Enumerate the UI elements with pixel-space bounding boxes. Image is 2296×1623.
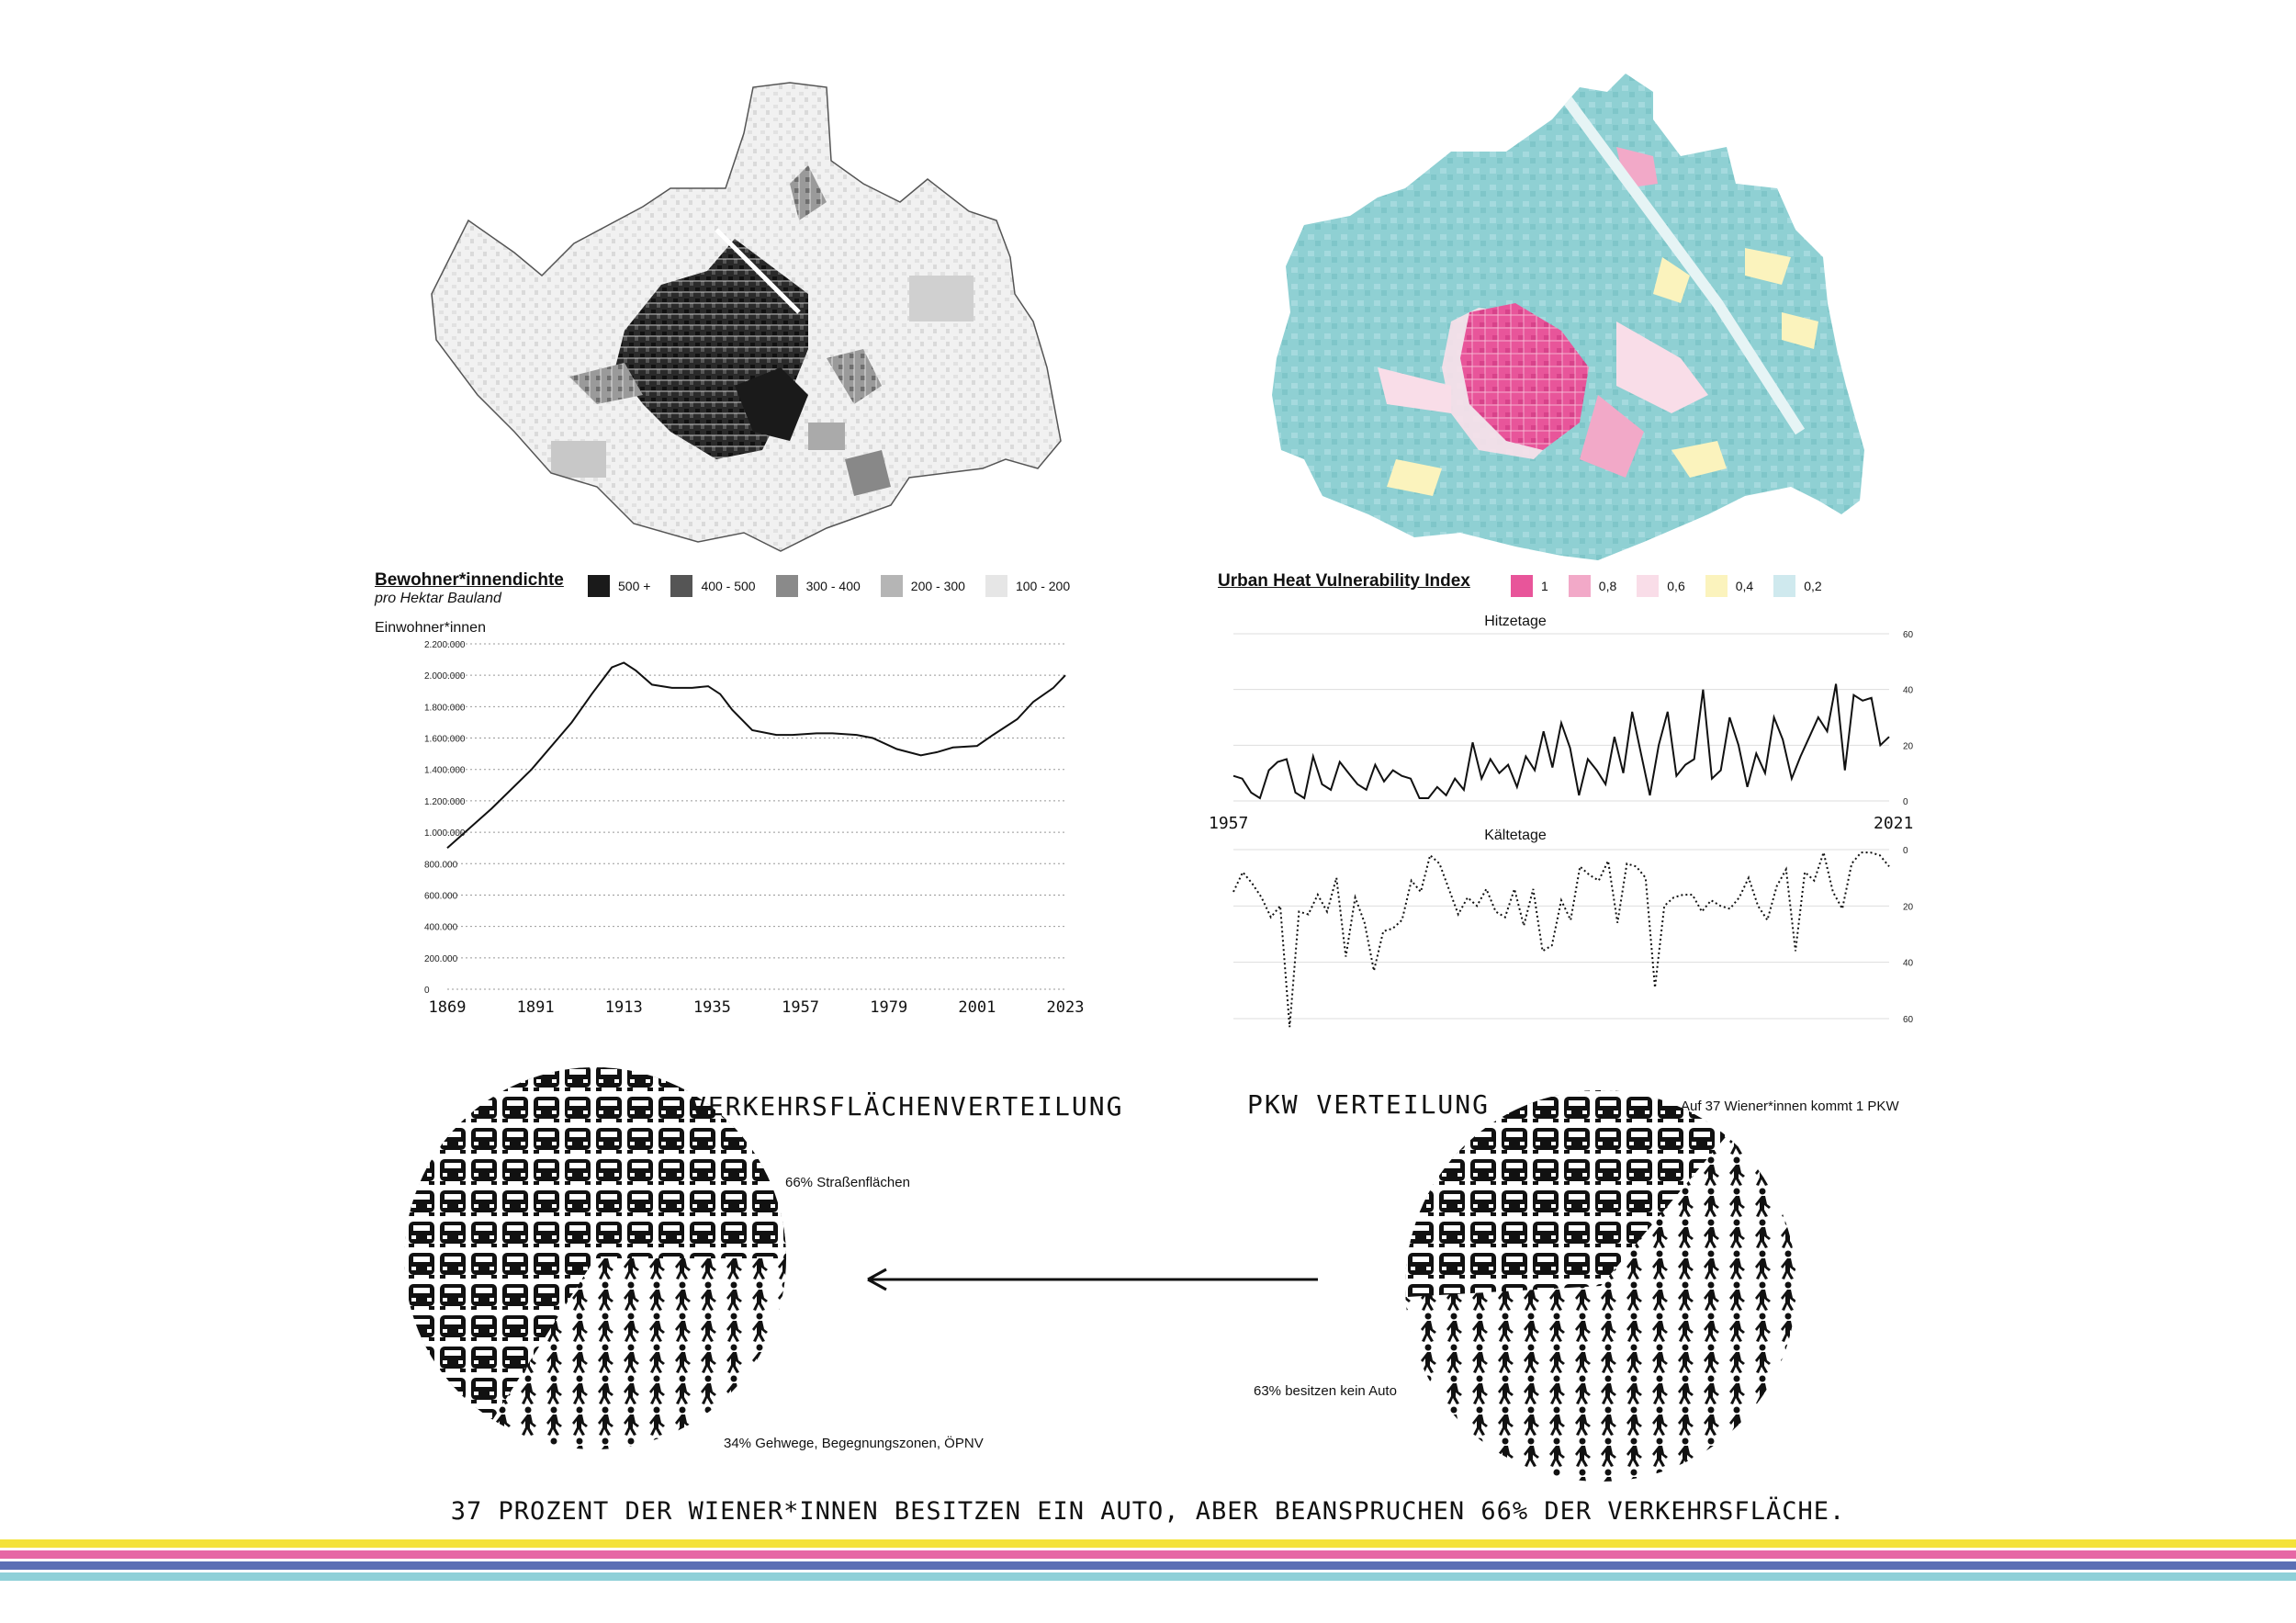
uhvi-legend-swatch [1637,575,1660,597]
pie1-label-gehwege: 34% Gehwege, Begegnungszonen, ÖPNV [724,1436,984,1451]
density-legend-swatch [880,575,903,597]
hitzetage-y-tick: 0 [1903,797,1908,807]
population-x-tick: 1935 [693,998,731,1017]
population-x-tick: 1957 [782,998,819,1017]
population-y-tick: 2.000.000 [424,671,466,682]
pie2-annotation: Auf 37 Wiener*innen kommt 1 PKW [1681,1099,1899,1114]
uhvi-legend-item: 0,8 [1568,575,1617,597]
uhvi-legend-swatch [1705,575,1728,597]
kaeltetage-chart: 0 20 40 60 [1232,846,1914,1028]
density-legend-label: 100 - 200 [1015,579,1071,593]
density-legend-item: 500 + [588,575,650,597]
population-y-tick: 1.000.000 [424,828,466,839]
population-y-tick: 800.000 [424,860,458,870]
uhvi-legend-item: 1 [1511,575,1548,597]
density-legend-title: Bewohner*innendichte [375,570,564,590]
population-y-tick: 200.000 [424,954,458,964]
uhvi-legend-item: 0,4 [1705,575,1753,597]
density-legend-title-block: Bewohner*innendichte pro Hektar Bauland [375,570,564,607]
kaeltetage-y-tick: 20 [1903,902,1914,912]
population-y-tick: 2.200.000 [424,640,466,650]
uhvi-legend-label: 0,4 [1735,579,1754,593]
population-y-tick: 1.800.000 [424,703,466,713]
uhvi-legend-item: 0,6 [1637,575,1685,597]
density-legend-label: 200 - 300 [910,579,965,593]
hitzetage-series-line [1232,683,1890,800]
pie2-label-keinauto: 63% besitzen kein Auto [1254,1383,1397,1399]
hitzetage-y-tick: 20 [1903,741,1914,751]
density-legend-item: 300 - 400 [775,575,861,597]
population-x-tick: 2001 [958,998,996,1017]
density-legend-item: 400 - 500 [670,575,756,597]
hitzetage-y-tick: 40 [1903,686,1914,696]
pie1-label-strassen: 66% Straßenflächen [785,1175,910,1190]
population-x-tick: 2023 [1047,998,1085,1017]
population-x-tick: 1913 [605,998,643,1017]
population-y-tick: 0 [424,986,430,996]
uhvi-legend-label: 0,2 [1804,579,1822,593]
arrow-left-icon [867,1268,1318,1291]
density-legend-label: 400 - 500 [701,579,756,593]
population-chart-title: Einwohner*innen [375,620,486,636]
uhvi-legend-swatch [1568,575,1591,597]
hitzetage-start-label: 1957 [1209,814,1249,833]
density-legend-label: 500 + [618,579,651,593]
population-x-tick: 1891 [517,998,555,1017]
density-legend-swatch [670,575,693,597]
color-stripe [0,1572,2296,1581]
uhvi-legend-swatch [1773,575,1796,597]
hitzetage-end-label: 2021 [1874,814,1914,833]
uhvi-legend-label: 1 [1541,579,1548,593]
population-y-tick: 600.000 [424,891,458,901]
uhvi-legend-label: 0,8 [1598,579,1617,593]
population-y-tick: 1.600.000 [424,735,466,745]
density-legend-subtitle: pro Hektar Bauland [375,591,501,606]
density-legend-label: 300 - 400 [805,579,861,593]
uhvi-legend-title: Urban Heat Vulnerability Index [1218,571,1470,591]
color-stripe [0,1539,2296,1548]
kaeltetage-title: Kältetage [1484,828,1547,843]
density-legend-swatch [775,575,798,597]
pie1-title: VERKEHRSFLÄCHENVERTEILUNG [691,1091,1124,1121]
kaeltetage-series-line [1232,849,1890,1028]
kaeltetage-y-tick: 40 [1903,959,1914,969]
color-stripe [0,1561,2296,1570]
density-legend-item: 200 - 300 [880,575,965,597]
population-series-line [446,661,1066,849]
hitzetage-y-tick: 60 [1903,630,1914,640]
uhvi-legend: 1 0,8 0,6 0,4 0,2 [1511,575,1822,597]
footer-statement: 37 PROZENT DER WIENER*INNEN BESITZEN EIN… [450,1497,1846,1526]
population-x-tick: 1979 [870,998,907,1017]
population-y-tick: 1.400.000 [424,766,466,776]
hitzetage-title: Hitzetage [1484,614,1547,629]
uhvi-legend-item: 0,2 [1773,575,1822,597]
hitzetage-chart: 0 20 40 60 [1232,630,1914,807]
uhvi-legend-swatch [1511,575,1533,597]
color-stripe [0,1550,2296,1559]
pie-slice-strassenflaechen [404,1067,786,1422]
population-y-tick: 400.000 [424,923,458,933]
pie-pkw [1405,1090,1795,1482]
uhvi-legend-label: 0,6 [1667,579,1685,593]
density-legend-item: 100 - 200 [985,575,1070,597]
density-legend: 500 + 400 - 500 300 - 400 200 - 300 100 - 20… [588,575,1070,597]
pie-verkehrsflaechen [404,1067,786,1449]
population-chart: 0 200.000 400.000 600.000 800.000 1.000.000 1.… [424,640,1084,1017]
density-legend-swatch [588,575,610,597]
population-y-tick: 1.200.000 [424,797,466,807]
population-x-tick: 1869 [429,998,467,1017]
kaeltetage-y-tick: 0 [1903,846,1908,856]
kaeltetage-y-tick: 60 [1903,1015,1914,1025]
pie2-title: PKW VERTEILUNG [1247,1089,1491,1120]
density-legend-swatch [985,575,1007,597]
pie-slice-auto [1405,1090,1728,1298]
